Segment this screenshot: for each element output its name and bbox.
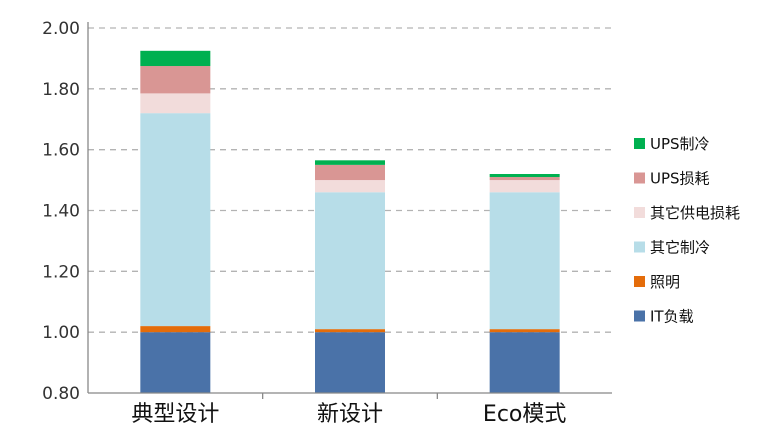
legend-label: 其它供电损耗 bbox=[650, 204, 740, 222]
bars bbox=[140, 50, 560, 393]
x-category-label: 典型设计 bbox=[131, 402, 219, 427]
bar-segment bbox=[315, 332, 385, 393]
legend-label: 其它制冷 bbox=[650, 239, 710, 257]
y-tick-label: 1.40 bbox=[42, 202, 80, 222]
bar-segment bbox=[315, 160, 385, 165]
legend-swatch bbox=[634, 138, 645, 149]
bar-segment bbox=[489, 192, 560, 330]
legend-swatch bbox=[634, 207, 645, 218]
bar-segment bbox=[489, 329, 560, 333]
legend-label: UPS制冷 bbox=[650, 135, 710, 153]
bar-segment bbox=[489, 177, 560, 181]
legend-label: UPS损耗 bbox=[650, 170, 710, 188]
bar-segment bbox=[315, 329, 385, 333]
bar-segment bbox=[140, 66, 211, 94]
legend-swatch bbox=[634, 241, 645, 253]
bar-segment bbox=[489, 180, 560, 193]
bar-segment bbox=[140, 332, 211, 393]
y-tick-label: 1.20 bbox=[42, 262, 80, 282]
bar-segment bbox=[140, 113, 211, 327]
x-category-label: 新设计 bbox=[317, 402, 383, 427]
y-tick-label: 1.80 bbox=[42, 80, 80, 100]
legend-swatch bbox=[634, 172, 645, 184]
y-axis: 0.80 1.00 1.20 1.40 1.60 1.80 2.00 bbox=[42, 19, 89, 404]
bar-segment bbox=[315, 180, 385, 193]
y-tick-label: 1.00 bbox=[42, 323, 80, 343]
y-tick-label: 0.80 bbox=[42, 384, 80, 404]
bar-segment bbox=[315, 164, 385, 181]
legend-swatch bbox=[634, 310, 645, 322]
bar-segment bbox=[140, 50, 211, 67]
legend-label: 照明 bbox=[650, 273, 680, 291]
legend-swatch bbox=[634, 276, 645, 287]
bar-segment bbox=[489, 174, 560, 178]
x-axis: 典型设计 新设计 Eco模式 bbox=[88, 392, 612, 427]
x-category-label: Eco模式 bbox=[483, 402, 566, 427]
bar-segment bbox=[315, 192, 385, 330]
bar-segment bbox=[140, 326, 211, 333]
y-tick-label: 1.60 bbox=[42, 141, 80, 161]
y-tick-label: 2.00 bbox=[42, 19, 80, 39]
bar-segment bbox=[489, 332, 560, 393]
bar-segment bbox=[140, 93, 211, 114]
legend-label: IT负载 bbox=[650, 308, 694, 326]
